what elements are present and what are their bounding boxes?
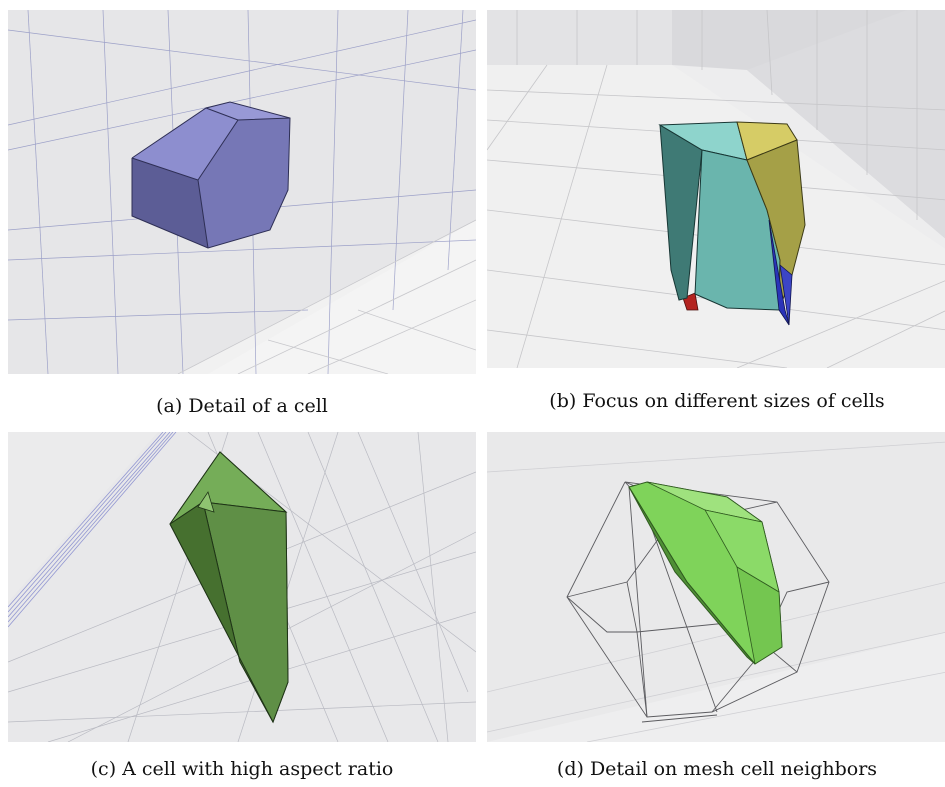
elongated-cell-green — [169, 451, 289, 724]
cell-polyhedron-purple — [131, 101, 291, 249]
cells-cluster-multicolor — [658, 121, 806, 326]
caption-a: (a) Detail of a cell — [156, 395, 328, 417]
panel-b-image — [487, 10, 945, 368]
panel-c-image — [8, 432, 476, 742]
caption-c: (c) A cell with high aspect ratio — [90, 758, 394, 780]
panel-d-image — [487, 432, 945, 742]
caption-b: (b) Focus on different sizes of cells — [549, 390, 885, 412]
caption-d: (d) Detail on mesh cell neighbors — [556, 758, 878, 780]
cell-polyhedron-green — [628, 481, 783, 665]
panel-a-image — [8, 10, 476, 374]
